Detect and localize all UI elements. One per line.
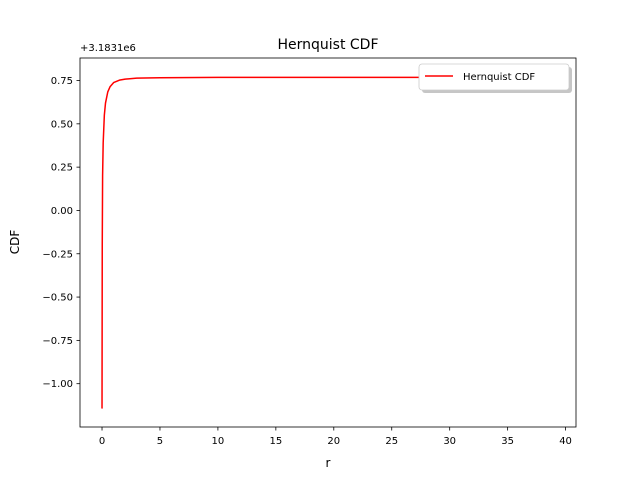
x-tick-label: 40 (559, 436, 572, 447)
x-tick-label: 0 (99, 436, 105, 447)
y-tick-label: −0.75 (42, 336, 73, 347)
y-tick-label: −0.50 (42, 293, 73, 304)
y-tick-label: 0.50 (51, 119, 73, 130)
legend: Hernquist CDF (418, 63, 572, 93)
y-axis-label: CDF (8, 230, 22, 255)
x-axis-ticks: 0 5 10 15 20 25 30 35 40 (99, 427, 572, 447)
x-tick-label: 5 (157, 436, 163, 447)
legend-label: Hernquist CDF (463, 72, 535, 83)
x-tick-label: 25 (385, 436, 398, 447)
y-axis-offset-label: +3.1831e6 (80, 43, 136, 54)
x-tick-label: 30 (443, 436, 456, 447)
series-layer (101, 76, 567, 409)
legend-box (418, 63, 570, 91)
x-tick-label: 15 (269, 436, 282, 447)
series-line-hernquist-cdf (101, 76, 567, 409)
y-tick-label: −0.25 (42, 249, 73, 260)
x-axis-label: r (326, 456, 331, 470)
chart-title: Hernquist CDF (277, 37, 378, 53)
y-tick-label: 0.25 (51, 163, 73, 174)
y-tick-label: 0.75 (51, 76, 73, 87)
x-tick-label: 35 (501, 436, 514, 447)
plot-area: 0 5 10 15 20 25 30 35 40 −1.00 −0.75 −0.50 −0.25 0.0… (42, 57, 577, 447)
y-tick-label: −1.00 (42, 379, 73, 390)
axes-background (80, 58, 576, 427)
x-tick-label: 20 (327, 436, 340, 447)
y-axis-ticks: −1.00 −0.75 −0.50 −0.25 0.00 0.25 0.50 0.75 (42, 76, 80, 390)
axes-frame (79, 57, 577, 428)
y-tick-label: 0.00 (51, 206, 73, 217)
x-tick-label: 10 (212, 436, 225, 447)
